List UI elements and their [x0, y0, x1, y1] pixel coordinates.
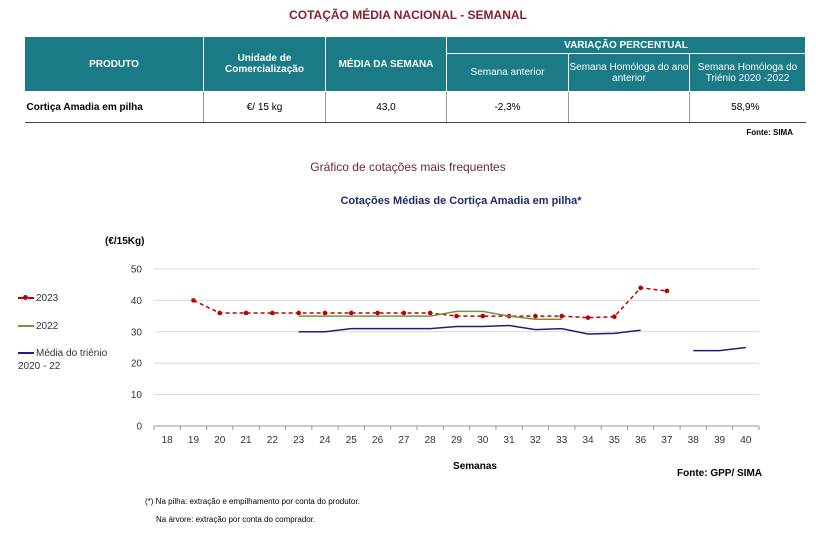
legend-label: 2022	[36, 321, 59, 332]
data-point-1	[348, 310, 354, 316]
x-tick-label: 36	[635, 435, 647, 446]
cell-semana-anterior: -2,3%	[446, 91, 569, 123]
y-tick-label: 20	[131, 359, 143, 370]
legend-swatch	[18, 352, 34, 355]
x-tick-label: 34	[582, 435, 594, 446]
x-tick-label: 39	[714, 435, 726, 446]
header-semana-homologa: Semana Homóloga do ano anterior	[568, 53, 690, 92]
y-axis-label: (€/15Kg)	[105, 236, 145, 247]
data-point-1	[217, 310, 223, 316]
legend-item-2023: 2023	[18, 293, 58, 304]
x-tick-label: 33	[556, 435, 568, 446]
cell-unidade: €/ 15 kg	[203, 91, 326, 123]
x-tick-label: 37	[661, 435, 673, 446]
data-point-1	[243, 310, 249, 316]
x-tick-label: 30	[477, 435, 489, 446]
x-tick-label: 25	[346, 435, 358, 446]
header-variacao: VARIAÇÃO PERCENTUAL	[446, 36, 806, 54]
chart-source: Fonte: GPP/ SIMA	[677, 468, 762, 479]
header-semana-anterior: Semana anterior	[446, 53, 569, 92]
x-tick-label: 40	[740, 435, 752, 446]
legend-swatch	[18, 295, 34, 301]
y-tick-label: 40	[131, 296, 143, 307]
data-point-1	[612, 314, 617, 320]
x-tick-label: 27	[398, 435, 410, 446]
x-tick-label: 32	[530, 435, 542, 446]
chart-title: Cotações Médias de Cortiça Amadia em pil…	[340, 195, 582, 207]
data-point-1	[454, 313, 459, 319]
x-tick-label: 38	[688, 435, 700, 446]
x-tick-label: 21	[241, 435, 253, 446]
series-line-3	[693, 346, 746, 352]
data-point-1	[270, 310, 275, 316]
data-point-1	[401, 310, 407, 316]
cell-media: 43,0	[325, 91, 447, 123]
y-tick-label: 10	[131, 390, 143, 401]
data-point-1	[191, 298, 196, 303]
legend-item-trienio: Média do triénio 2020 - 22	[18, 347, 128, 373]
legend-label: 2023	[36, 293, 59, 304]
table-row: Cortiça Amadia em pilha €/ 15 kg 43,0 -2…	[24, 91, 806, 123]
x-tick-label: 28	[425, 435, 437, 446]
footnote-arvore: Na árvore: extração por conta do comprad…	[156, 515, 316, 524]
legend-label: Média do triénio 2020 - 22	[18, 348, 108, 372]
data-point-1	[533, 313, 538, 319]
data-point-1	[638, 285, 643, 291]
series-line-2	[298, 310, 562, 320]
cell-semana-homologa	[568, 91, 690, 123]
x-tick-label: 18	[162, 435, 174, 446]
y-tick-label: 0	[136, 422, 142, 433]
page-title: COTAÇÃO MÉDIA NACIONAL - SEMANAL	[289, 8, 527, 22]
x-tick-label: 22	[267, 435, 279, 446]
x-tick-label: 26	[372, 435, 384, 446]
header-semana-trienio: Semana Homóloga do Triénio 2020 -2022	[689, 53, 806, 92]
data-point-1	[559, 313, 565, 319]
data-point-1	[296, 310, 301, 316]
header-media: MÉDIA DA SEMANA	[325, 36, 447, 92]
footnote-pilha: (*) Na pilha: extração e empilhamento po…	[145, 497, 360, 506]
table-source: Fonte: SIMA	[746, 128, 793, 137]
x-tick-label: 20	[214, 435, 226, 446]
data-point-1	[322, 310, 328, 316]
data-point-1	[480, 313, 486, 319]
x-tick-label: 35	[609, 435, 621, 446]
data-point-1	[664, 288, 670, 294]
legend-swatch	[18, 325, 34, 328]
y-tick-label: 50	[131, 265, 143, 276]
section-title: Gráfico de cotações mais frequentes	[310, 160, 506, 174]
data-point-1	[375, 310, 380, 316]
data-point-1	[585, 315, 591, 320]
data-point-1	[427, 310, 433, 316]
x-tick-label: 19	[188, 435, 200, 446]
x-tick-label: 29	[451, 435, 463, 446]
x-tick-label: 23	[293, 435, 305, 446]
x-tick-label: 24	[319, 435, 331, 446]
quotation-table: PRODUTO Unidade de Comercialização MÉDIA…	[24, 36, 806, 123]
header-unidade: Unidade de Comercialização	[203, 36, 326, 92]
legend-item-2022: 2022	[18, 321, 58, 332]
cell-semana-trienio: 58,9%	[689, 91, 806, 123]
x-tick-label: 31	[504, 435, 516, 446]
series-line-3	[298, 324, 641, 335]
x-axis-label: Semanas	[453, 461, 497, 472]
cell-produto: Cortiça Amadia em pilha	[24, 91, 204, 123]
y-tick-label: 30	[131, 327, 143, 338]
